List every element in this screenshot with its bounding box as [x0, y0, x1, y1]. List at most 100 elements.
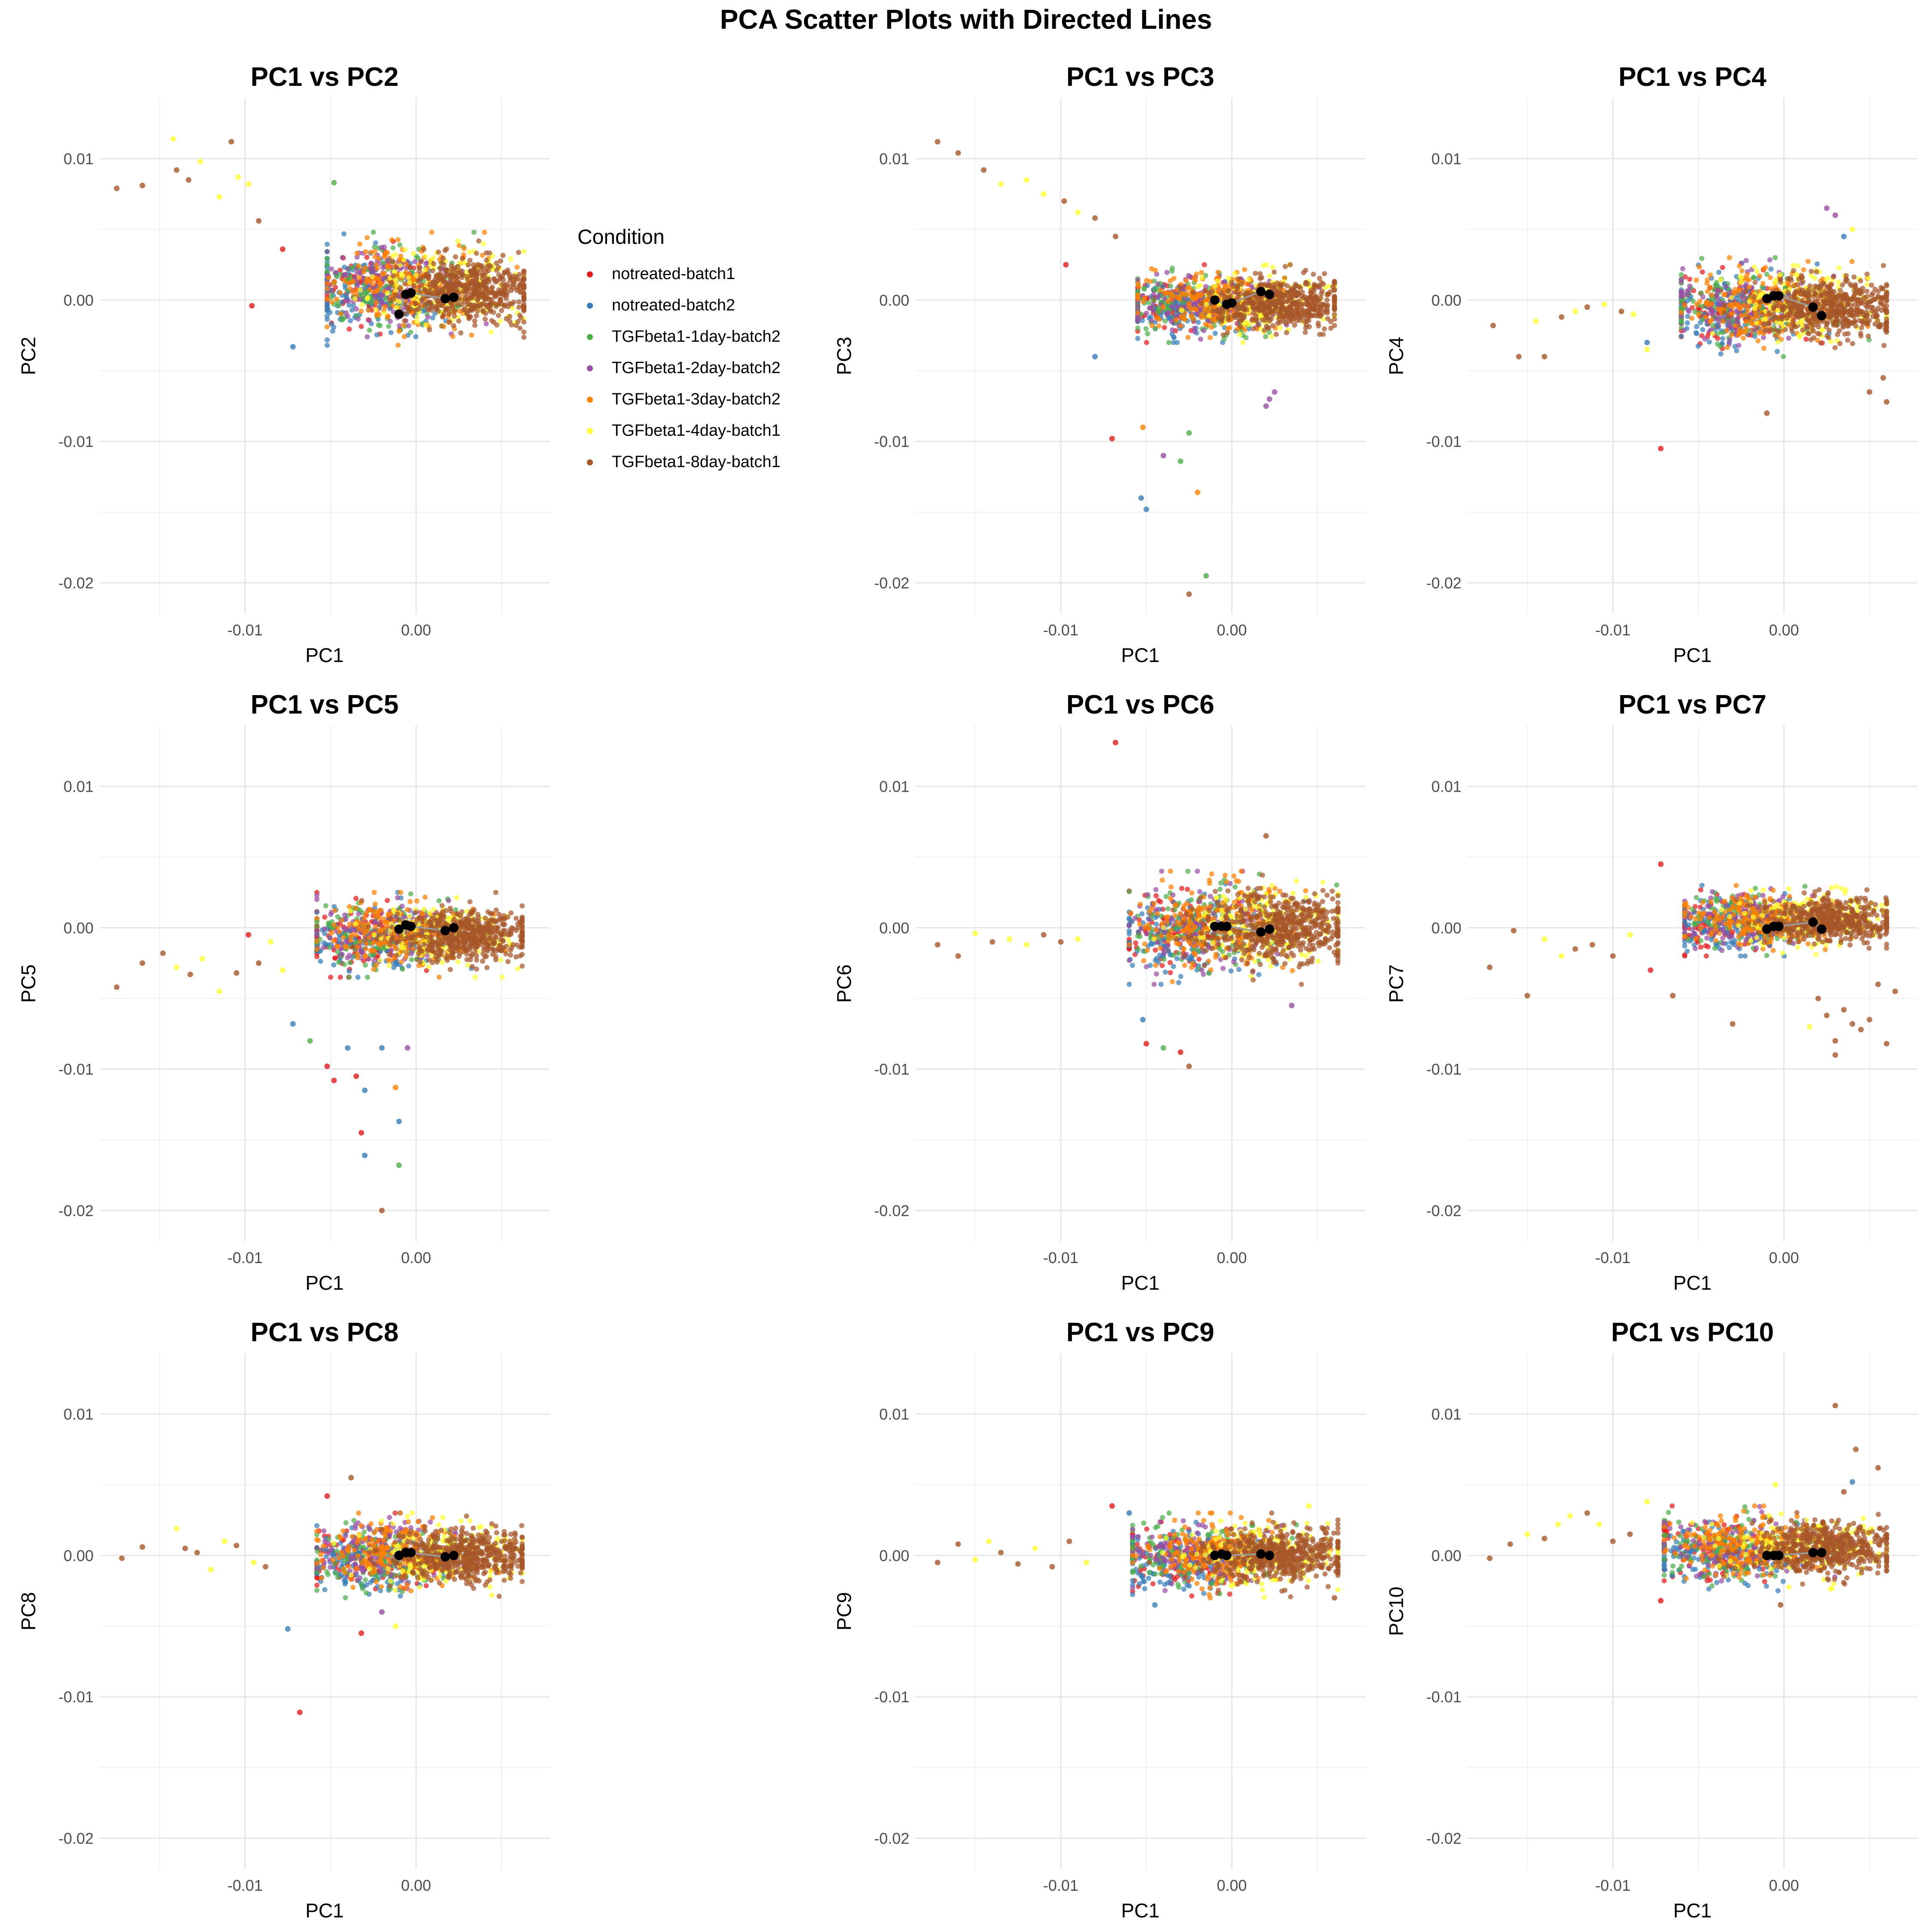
- data-point: [511, 299, 516, 305]
- data-point: [1178, 285, 1183, 290]
- centroid-point: [394, 309, 404, 319]
- data-point: [1707, 285, 1713, 290]
- data-point: [1872, 286, 1878, 292]
- data-point: [1813, 283, 1818, 289]
- data-point: [1835, 332, 1840, 337]
- data-point: [1741, 297, 1746, 302]
- data-point: [421, 246, 427, 252]
- data-point: [350, 290, 356, 295]
- data-point: [1696, 264, 1702, 270]
- data-point: [480, 241, 486, 246]
- data-point: [324, 303, 330, 308]
- data-point: [388, 319, 393, 324]
- x-tick-label: -0.01: [1043, 621, 1078, 639]
- data-point: [489, 284, 495, 290]
- data-point: [1182, 292, 1187, 297]
- data-point: [1075, 210, 1081, 216]
- data-point: [418, 276, 423, 282]
- data-point: [411, 283, 417, 289]
- data-point: [507, 319, 513, 324]
- data-point: [484, 258, 489, 263]
- data-point: [456, 243, 462, 248]
- data-point: [501, 277, 506, 283]
- data-point: [1773, 327, 1778, 332]
- data-point: [493, 290, 499, 296]
- data-point: [367, 287, 372, 292]
- x-axis-label: PC1: [1673, 644, 1711, 666]
- data-point: [1809, 326, 1815, 331]
- data-point: [473, 264, 478, 270]
- data-point: [1151, 308, 1156, 313]
- panel-title: PC1 vs PC5: [251, 690, 399, 720]
- data-point: [1218, 290, 1224, 296]
- data-point: [1752, 306, 1757, 311]
- data-point: [1225, 276, 1231, 281]
- data-point: [1258, 307, 1264, 312]
- data-point: [487, 296, 492, 302]
- centroid-point: [440, 294, 450, 304]
- data-point: [1722, 310, 1727, 316]
- data-point: [521, 277, 527, 283]
- data-point: [325, 307, 331, 312]
- data-point: [1135, 304, 1141, 309]
- data-point: [433, 306, 438, 312]
- data-point: [341, 231, 347, 237]
- data-point: [1826, 298, 1832, 304]
- data-point: [1841, 306, 1847, 312]
- data-point: [339, 952, 345, 957]
- y-tick-label: -0.02: [58, 574, 94, 592]
- data-point: [1169, 319, 1174, 325]
- data-point: [521, 334, 527, 340]
- data-point: [427, 299, 432, 305]
- data-point: [1201, 328, 1206, 334]
- data-point: [1819, 304, 1825, 310]
- data-point: [1324, 297, 1330, 303]
- data-point: [1275, 280, 1280, 286]
- data-point: [1332, 312, 1337, 317]
- data-point: [1717, 343, 1723, 349]
- data-point: [1865, 282, 1870, 287]
- data-point: [322, 914, 328, 920]
- data-point: [1727, 324, 1733, 329]
- data-point: [363, 962, 368, 968]
- data-point: [1311, 313, 1317, 318]
- y-tick-label: -0.01: [58, 433, 94, 450]
- data-point: [329, 299, 335, 305]
- data-point: [1844, 273, 1849, 279]
- data-point: [1169, 304, 1175, 309]
- data-point: [1818, 340, 1823, 346]
- data-point: [475, 297, 480, 303]
- data-point: [1177, 295, 1182, 300]
- data-point: [279, 246, 286, 252]
- data-point: [372, 244, 377, 250]
- data-point: [1723, 284, 1729, 289]
- y-tick-label: -0.02: [1426, 574, 1461, 592]
- data-point: [410, 251, 416, 256]
- data-point: [1189, 313, 1194, 319]
- data-point: [1773, 300, 1778, 306]
- data-point: [1193, 295, 1198, 301]
- data-point: [430, 315, 435, 321]
- data-point: [1775, 339, 1781, 345]
- data-point: [1743, 289, 1749, 294]
- data-point: [1238, 319, 1243, 324]
- data-point: [1720, 336, 1725, 341]
- x-tick-label: -0.01: [1595, 621, 1631, 639]
- data-point: [1836, 265, 1842, 270]
- data-point: [470, 295, 475, 301]
- data-point: [336, 960, 341, 965]
- data-point: [1685, 320, 1690, 326]
- data-point: [401, 322, 406, 328]
- data-point: [499, 282, 505, 287]
- data-point: [380, 265, 386, 270]
- data-point: [358, 324, 364, 329]
- data-point: [1202, 288, 1208, 293]
- data-point: [1260, 301, 1265, 307]
- data-point: [328, 321, 334, 327]
- data-point: [498, 318, 503, 324]
- data-point: [1806, 318, 1812, 323]
- data-point: [173, 167, 179, 173]
- data-point: [981, 167, 987, 173]
- data-point: [447, 287, 453, 293]
- data-point: [1270, 323, 1276, 328]
